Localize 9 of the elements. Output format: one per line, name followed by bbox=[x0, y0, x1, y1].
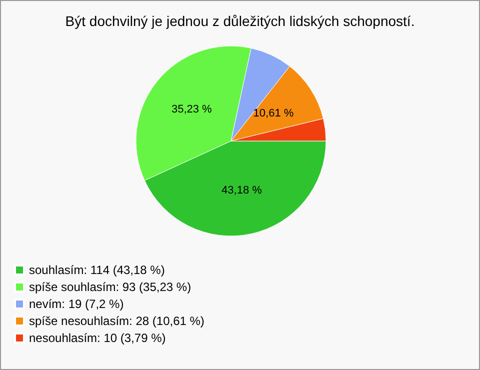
data-label: 43,18 % bbox=[222, 184, 262, 196]
legend-label: nesouhlasím: 10 (3,79 %) bbox=[29, 331, 166, 345]
legend-label: spíše nesouhlasím: 28 (10,61 %) bbox=[29, 314, 204, 328]
data-label: 10,61 % bbox=[253, 108, 294, 120]
legend-label: souhlasím: 114 (43,18 %) bbox=[29, 263, 165, 277]
legend-label: spíše souhlasím: 93 (35,23 %) bbox=[29, 280, 192, 294]
chart-title: Být dochvilný je jednou z důležitých lidských schopností. bbox=[65, 13, 415, 29]
legend-label: nevím: 19 (7,2 %) bbox=[29, 297, 124, 311]
data-label: 35,23 % bbox=[171, 103, 212, 116]
